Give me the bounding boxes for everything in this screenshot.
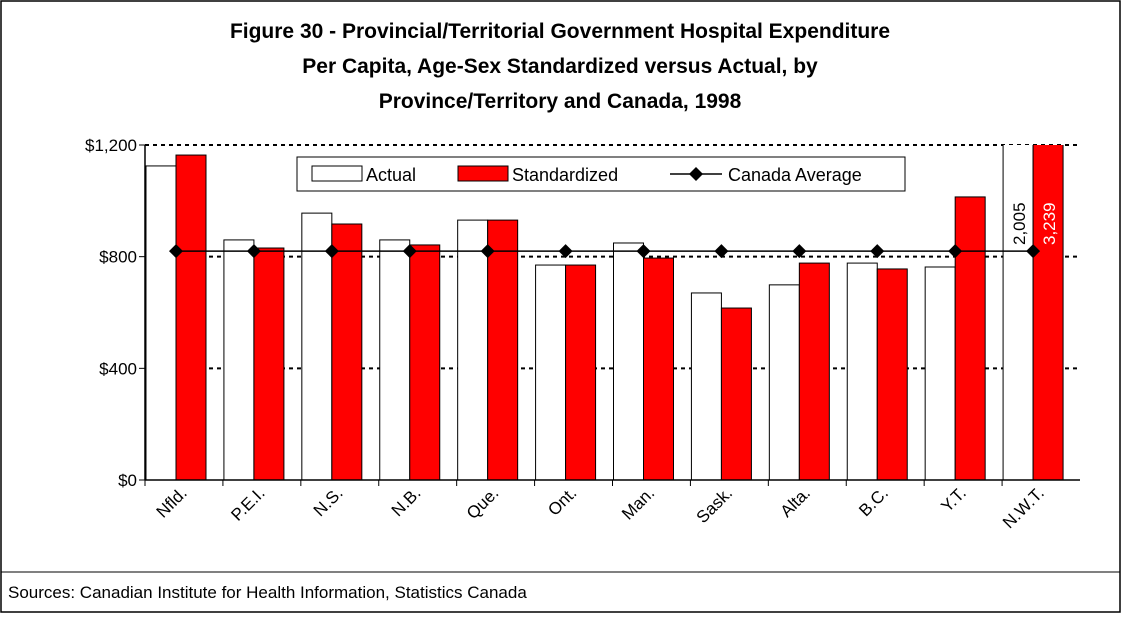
marker — [870, 244, 885, 259]
bar — [924, 266, 956, 481]
bar — [613, 242, 644, 481]
marker — [714, 244, 729, 259]
marker — [246, 244, 261, 259]
bar — [1002, 145, 1034, 481]
marker — [948, 244, 963, 259]
marker — [480, 244, 495, 259]
marker — [636, 244, 651, 259]
legend-label: Canada Average — [728, 165, 862, 185]
plot — [145, 145, 1064, 481]
bar — [690, 292, 722, 481]
bar — [223, 239, 255, 481]
y-tick-label: $1,200 — [85, 136, 137, 155]
marker — [792, 244, 807, 259]
y-tick-label: $0 — [118, 471, 137, 490]
bar — [876, 268, 908, 481]
chart-title: Figure 30 - Provincial/Territorial Gover… — [230, 20, 890, 43]
bar — [409, 244, 441, 481]
bar — [768, 284, 800, 481]
bar — [331, 223, 363, 481]
marker — [1026, 244, 1041, 259]
value-label: 3,239 — [1040, 202, 1059, 245]
bar — [175, 154, 207, 481]
bar — [535, 264, 567, 481]
legend-marker — [689, 167, 703, 181]
bar — [720, 307, 752, 481]
bar — [846, 262, 878, 481]
y-tick-label: $400 — [99, 359, 137, 378]
bar — [798, 262, 830, 481]
marker — [324, 244, 339, 259]
marker — [558, 244, 573, 259]
legend-swatch — [457, 165, 509, 182]
bar — [379, 239, 411, 481]
chart-title: Province/Territory and Canada, 1998 — [379, 90, 742, 113]
marker — [169, 244, 183, 259]
chart-title: Per Capita, Age-Sex Standardized versus … — [302, 55, 818, 78]
legend-label: Actual — [366, 165, 416, 185]
legend-label: Standardized — [512, 165, 618, 185]
bar — [253, 247, 285, 481]
bar — [457, 219, 489, 481]
bar — [643, 257, 674, 481]
marker — [402, 244, 417, 259]
bar — [954, 196, 986, 481]
bar — [487, 219, 519, 481]
bar — [565, 264, 597, 481]
bar — [1032, 145, 1064, 481]
legend-swatch — [311, 165, 363, 182]
legend — [296, 156, 906, 192]
value-label: 2,005 — [1010, 202, 1029, 245]
source: Sources: Canadian Institute for Health I… — [8, 583, 527, 602]
y-tick-label: $800 — [99, 248, 137, 267]
bar — [145, 165, 177, 481]
